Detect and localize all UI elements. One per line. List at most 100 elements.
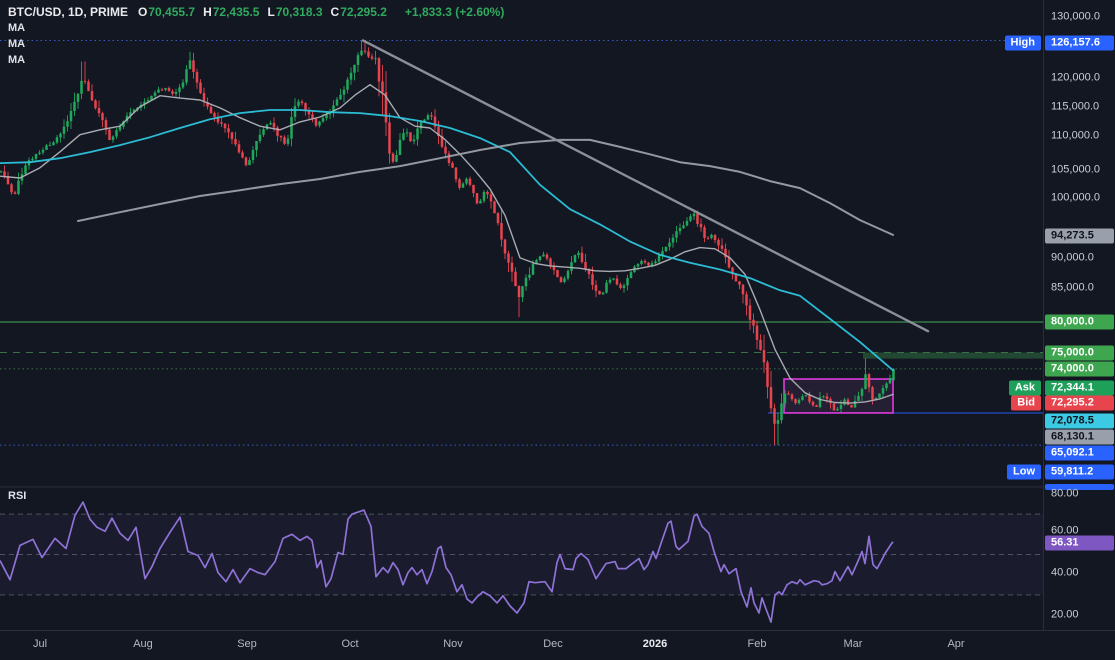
candle-body (839, 404, 843, 409)
candle-body (388, 122, 391, 154)
candle-body (804, 395, 808, 397)
candle-body (433, 116, 437, 127)
floating-label-low: Low (1007, 464, 1041, 480)
ma-indicator-label-3[interactable]: MA (8, 54, 26, 66)
candle-body (6, 175, 10, 185)
candle-body (185, 69, 188, 83)
moving-average-3[interactable] (77, 138, 894, 236)
descending-trendline[interactable] (361, 39, 930, 333)
time-axis-label-aug: Aug (133, 638, 153, 650)
price-badge: 65,092.1 (1045, 445, 1114, 461)
candle-body (584, 261, 587, 270)
candle-body (808, 395, 811, 402)
candle-body (405, 132, 409, 134)
moving-average-1[interactable] (0, 83, 894, 404)
consolidation-box[interactable] (783, 378, 894, 414)
candle-body (864, 374, 867, 390)
candle-body (118, 126, 122, 131)
price-pane[interactable] (0, 39, 1043, 446)
candle-body (857, 395, 860, 401)
candle-body (416, 128, 419, 140)
rsi-pane[interactable] (0, 501, 1043, 623)
candle-body (675, 231, 678, 238)
candle-body (62, 126, 66, 134)
candle-body (836, 408, 839, 411)
candle-body (776, 420, 780, 424)
candle-body (451, 162, 454, 168)
candle-body (762, 350, 766, 363)
candle-body (521, 286, 524, 298)
candle-body (454, 167, 458, 180)
candle-body (636, 264, 640, 267)
candle-body (430, 115, 433, 117)
candle-body (556, 270, 559, 278)
candle-body (307, 110, 311, 115)
candle-body (132, 109, 136, 113)
candle-body (108, 129, 111, 140)
candle-body (619, 284, 622, 289)
candle-body (832, 403, 836, 411)
moving-average-2[interactable] (0, 109, 894, 372)
candle-body (703, 227, 706, 238)
candle-body (524, 277, 528, 287)
candle-body (157, 89, 160, 93)
time-axis-label-sep: Sep (237, 638, 257, 650)
candle-body (727, 257, 731, 268)
rsi-indicator-label[interactable]: RSI (8, 490, 27, 502)
candle-body (244, 157, 248, 166)
candle-body (209, 106, 213, 114)
candle-body (468, 178, 472, 185)
candle-body (230, 132, 234, 140)
candle-body (300, 101, 304, 104)
candle-body (423, 119, 426, 123)
candle-body (153, 92, 157, 96)
candle-body (447, 153, 451, 163)
candle-body (598, 290, 601, 295)
price-axis-label: 110,000.0 (1051, 129, 1100, 142)
candle-body (766, 362, 769, 387)
candle-body (892, 368, 895, 381)
candle-body (580, 252, 584, 262)
candle-body (734, 274, 738, 282)
candle-body (507, 253, 510, 263)
candle-body (3, 171, 6, 176)
candle-body (0, 171, 3, 173)
candle-body (479, 200, 482, 204)
candle-body (668, 242, 671, 247)
price-axis-label: 90,000.0 (1051, 251, 1094, 264)
price-badge: 74,000.0 (1045, 361, 1114, 377)
candle-body (706, 237, 710, 239)
candle-body (426, 115, 430, 120)
candle-body (818, 397, 822, 407)
candle-body (797, 399, 801, 404)
candle-body (696, 213, 699, 224)
candle-body (10, 184, 13, 193)
candle-body (846, 399, 850, 405)
price-axis-label: 120,000.0 (1051, 71, 1100, 84)
candle-body (360, 50, 363, 56)
candle-body (143, 101, 146, 105)
candle-body (640, 260, 643, 265)
symbol-title[interactable]: BTC/USD, 1D, PRIME (8, 5, 129, 19)
price-badge: 80,000.0 (1045, 314, 1114, 330)
candle-body (489, 194, 493, 202)
candle-body (188, 60, 192, 70)
time-axis[interactable]: Jul Aug Sep Oct Nov Dec 2026 Feb Mar Apr (0, 630, 1115, 660)
ma-indicator-label-2[interactable]: MA (8, 38, 26, 50)
rsi-axis-label: 20.00 (1051, 608, 1079, 621)
candle-body (699, 223, 703, 228)
rsi-line (0, 501, 894, 623)
candle-body (293, 105, 297, 117)
candle-body (101, 113, 104, 121)
candle-body (167, 87, 171, 92)
candle-body (573, 255, 577, 263)
time-axis-label-apr: Apr (947, 638, 965, 650)
price-axis[interactable]: 130,000.0 126,157.6 120,000.0 115,000.0 110,… (1043, 0, 1115, 630)
candle-body (31, 158, 34, 161)
rsi-axis-label: 40.00 (1051, 566, 1079, 579)
time-axis-label-jul: Jul (32, 638, 48, 650)
candle-body (605, 282, 608, 293)
candle-body (678, 228, 682, 232)
ma-indicator-label-1[interactable]: MA (8, 22, 26, 34)
